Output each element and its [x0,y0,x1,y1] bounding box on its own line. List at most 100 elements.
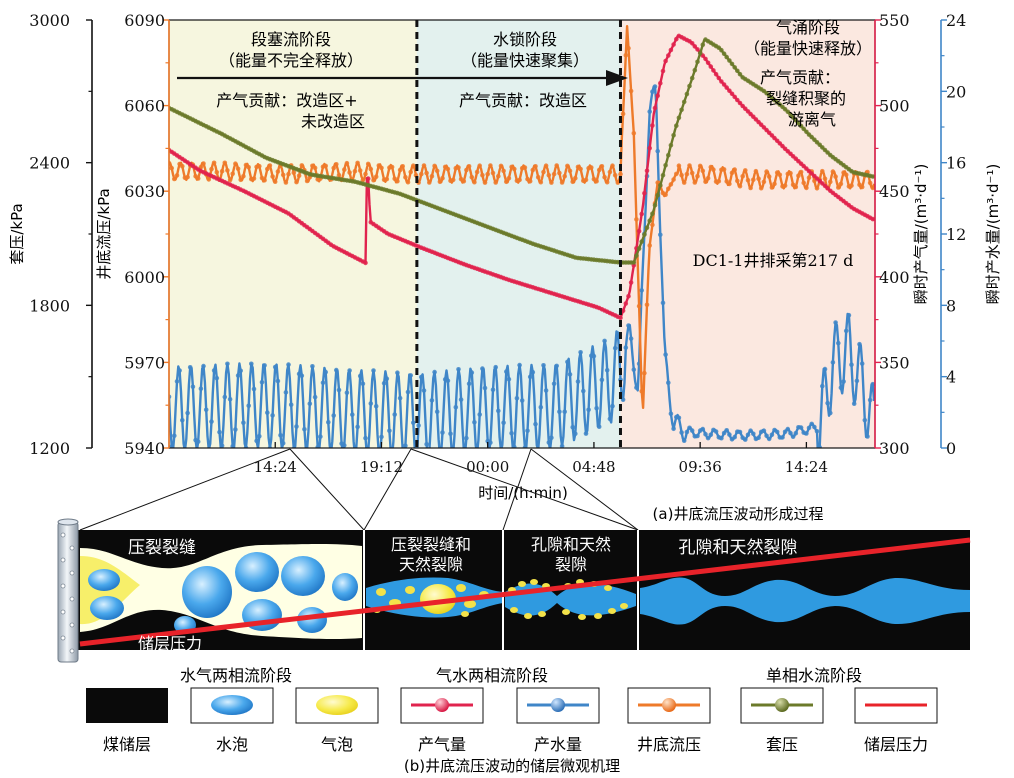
bottomhole-pressure-series-point [427,180,432,185]
casing-pressure-series-point [668,143,674,148]
bottomhole-pressure-series-point [642,370,647,376]
water-rate-series-point [440,430,445,435]
water-rate-series-point [377,451,382,456]
gas-axis-tick-label: 300 [879,439,910,458]
water-rate-series-point [851,401,857,407]
bottomhole-pressure-series-point [466,164,472,169]
bottomhole-pressure-series-point [299,163,305,168]
gas-rate-series-point [732,94,737,100]
bottomhole-pressure-series-point [557,170,562,176]
bhp-axis-tick-label: 5940 [124,439,165,458]
casing-axis-tick-label: 1200 [29,439,70,458]
bottomhole-pressure-series-point [610,163,615,168]
water-rate-series-point [562,409,567,415]
bottomhole-pressure-series-point [474,169,480,175]
bottomhole-pressure-series-point [679,172,684,178]
bottomhole-pressure-series-point [312,165,318,171]
stage2-subtitle: （能量快速聚集） [461,51,589,70]
casing-pressure-series-point [687,83,692,89]
water-rate-series-point [294,424,299,429]
wellbore-perforations [60,532,75,654]
water-rate-series-point [631,367,637,372]
water-rate-series-point [469,370,475,375]
water-axis-tick-label: 20 [946,82,966,101]
bottomhole-pressure-series-point [681,180,687,185]
bottomhole-pressure-series-point [421,163,427,168]
water-rate-series-point [533,421,538,427]
water-rate-series-point [368,401,374,406]
water-rate-series-point [623,345,629,350]
bottomhole-pressure-series-point [743,168,748,173]
bottomhole-pressure-series-point [169,165,174,171]
bottomhole-pressure-series-point [814,186,820,191]
gas-rate-series-point [719,79,724,84]
water-rate-series-point [299,373,305,379]
bottomhole-pressure-series-point [828,179,833,185]
stage1-title: 段塞流阶段 [251,30,331,49]
bottomhole-pressure-series-point [644,302,650,308]
gas-rate-series-point [705,60,711,66]
x-axis-tick-label: 19:12 [360,458,403,476]
bottomhole-pressure-series-point [262,178,267,183]
legend-reservoir-pressure: 储层压力 [854,687,938,754]
bottomhole-pressure-series-point [843,172,849,178]
water-rate-series-point [575,379,581,384]
water-rate-series-point [525,428,530,434]
water-rate-series-point [809,421,814,427]
bhp-axis-title: 井底流压/kPa [95,188,113,279]
bottomhole-pressure-series-point [501,168,506,174]
bottomhole-pressure-series-point [419,171,424,177]
bottomhole-pressure-series-point [650,222,655,228]
water-rate-series-point [353,452,358,457]
casing-pressure-series-point [644,225,650,230]
bottomhole-pressure-series-point [535,174,541,180]
stage1-subtitle: （能量不完全释放） [219,51,363,70]
water-rate-series-point [557,409,562,415]
bottomhole-pressure-series-point [403,174,408,180]
water-rate-series-point [427,449,432,454]
gas-rate-series-point [660,68,666,74]
water-rate-series-point [804,431,809,436]
gas-axis-tick-label: 500 [879,97,910,116]
gas-rate-series-point [708,64,714,69]
water-axis-title: 瞬时产水量/(m³·d⁻¹) [984,164,1002,305]
gas-rate-series-point [695,47,700,52]
bottomhole-pressure-series-point [472,179,477,185]
bottomhole-pressure-series-point [201,161,206,166]
water-rate-series-point [190,384,196,390]
casing-pressure-series-point [655,192,660,198]
bottomhole-pressure-series-point [291,170,297,176]
bottomhole-pressure-series-point [711,167,716,172]
bottomhole-pressure-series-point [371,177,376,183]
bottomhole-pressure-series-point [389,164,395,170]
bottomhole-pressure-series-point [538,179,544,185]
bottomhole-pressure-series-point [490,170,496,176]
stage3-title: 气涌阶段 [776,18,840,37]
gas-rate-series-point [713,71,719,77]
water-rate-series-point [198,386,204,392]
water-rate-series-point [838,385,844,391]
bottomhole-pressure-series-point [241,174,246,179]
water-rate-series-point [862,417,868,423]
casing-pressure-series-point [697,51,703,56]
water-rate-series-point [660,300,666,306]
water-rate-series-point [331,413,337,418]
bottomhole-pressure-series-point [647,243,652,248]
water-rate-series-point [265,410,270,415]
water-rate-series-point [671,426,676,432]
water-rate-series-point [596,424,602,430]
legend-gas-bubble-label: 气泡 [321,735,353,754]
bottomhole-pressure-series-point [836,185,841,190]
bottomhole-pressure-series-point [705,175,711,181]
water-rate-series-point [318,434,323,439]
water-rate-series-point [180,418,185,423]
bottomhole-pressure-series-point [230,171,235,177]
bottomhole-pressure-series-point [554,163,559,168]
water-rate-series-point [612,345,618,351]
casing-pressure-series-point [634,253,639,258]
x-axis-tick-label: 14:24 [254,458,297,476]
bottomhole-pressure-series-point [246,165,251,170]
phase1-label: 水气两相流阶段 [180,666,292,685]
water-rate-series-point [451,451,456,456]
water-rate-series-point [177,368,182,373]
